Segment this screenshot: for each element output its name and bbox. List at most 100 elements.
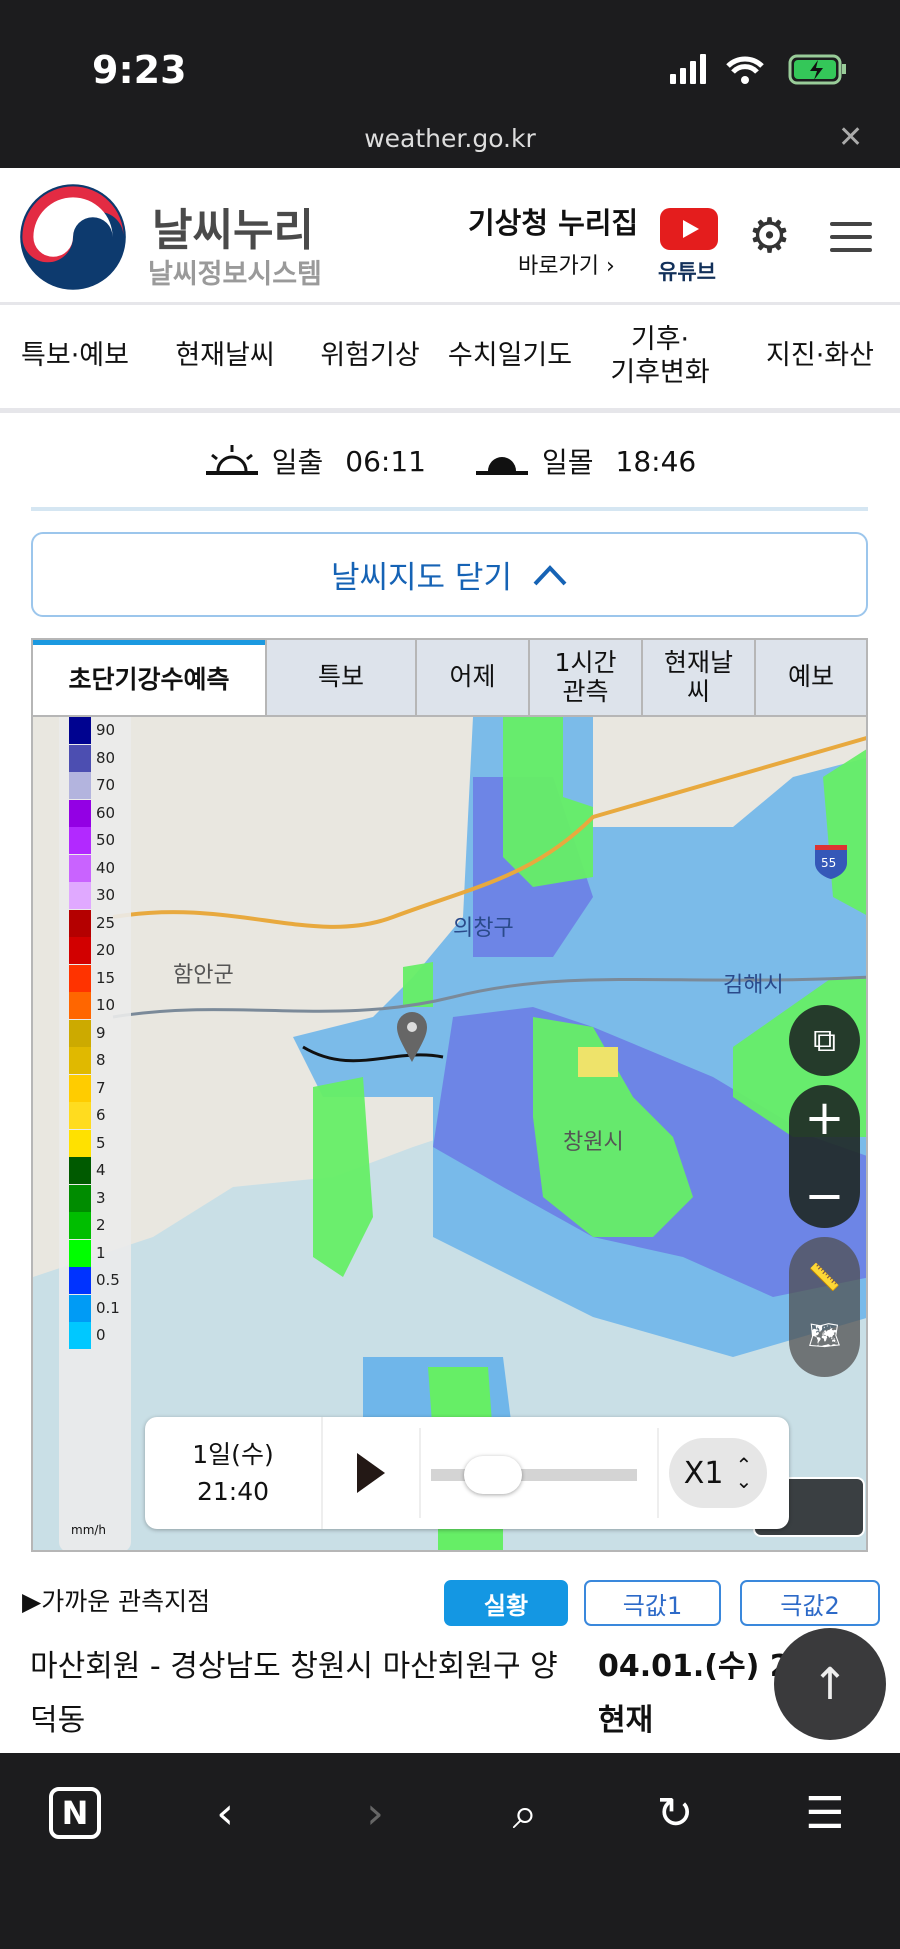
sunset-time: 18:46 [615, 444, 697, 478]
menu-icon[interactable]: ☰ [805, 1787, 845, 1839]
nav-climate[interactable]: 기후· 기후변화 [610, 324, 710, 388]
url-bar[interactable]: weather.go.kr [364, 124, 536, 153]
time-slider[interactable] [421, 1428, 659, 1518]
status-bar: 9:23 weather.go.kr ✕ [0, 0, 900, 168]
animation-player: 1일(수) 21:40 X1 ⌃ ⌄ [145, 1417, 789, 1529]
kma-home-link[interactable]: 바로가기 › [518, 254, 615, 279]
obs-time-suffix: 현재 [598, 1703, 654, 1738]
rain-intense-cell [578, 1047, 618, 1077]
label-gimhae: 김해시 [723, 973, 784, 998]
chevron-updown-icon: ⌃ ⌄ [735, 1453, 753, 1493]
close-icon[interactable]: ✕ [838, 120, 864, 155]
brand-title[interactable]: 날씨누리 [152, 205, 314, 256]
arrow-up-icon: ↑ [811, 1658, 849, 1710]
legend-swatch [69, 772, 91, 799]
extreme2-button[interactable]: 극값2 [740, 1580, 880, 1626]
nav-current-weather[interactable]: 현재날씨 [175, 340, 275, 372]
tab-yesterday[interactable]: 어제 [415, 640, 528, 715]
precip-legend: 90 80 70 60 50 40 30 25 20 15 10 9 8 7 6 5 4 3 2 1 0.5 0.1 0 mm… [59, 717, 131, 1550]
map-tools: 📏 🗺 [789, 1237, 860, 1377]
map-tabs: 초단기강수예측 특보 어제 1시간 관측 현재날 씨 예보 [31, 638, 868, 715]
zoom-out-button[interactable]: − [804, 1167, 845, 1224]
legend-swatch [69, 1239, 91, 1267]
location-marker-icon[interactable] [397, 1012, 427, 1062]
site-header: 날씨누리 날씨정보시스템 기상청 누리집 바로가기 › 유튜브 ⚙ [0, 168, 900, 305]
clock: 9:23 [92, 48, 187, 92]
tab-hourly-obs[interactable]: 1시간 관측 [528, 640, 641, 715]
nav-earthquake[interactable]: 지진·화산 [766, 340, 874, 372]
player-time: 21:40 [196, 1477, 270, 1506]
legend-label: 40 [96, 858, 116, 877]
chevron-up-icon [533, 564, 567, 585]
legend-swatch [69, 882, 91, 909]
legend-label: 0 [96, 1326, 106, 1344]
legend-label: 70 [96, 776, 116, 794]
legend-swatch [69, 992, 91, 1019]
status-icons [670, 54, 846, 85]
gear-icon[interactable]: ⚙ [748, 208, 792, 264]
back-icon[interactable]: ‹ [216, 1787, 234, 1839]
tab-forecast[interactable]: 예보 [754, 640, 866, 715]
legend-swatch [69, 1294, 91, 1322]
ruler-icon[interactable]: 📏 [808, 1263, 841, 1293]
boundary-line [112, 975, 866, 1019]
brand-subtitle: 날씨정보시스템 [148, 259, 322, 290]
reload-icon[interactable]: ↻ [656, 1787, 694, 1839]
player-timestamp: 1일(수) 21:40 [145, 1417, 323, 1529]
slider-thumb[interactable] [464, 1456, 522, 1495]
naver-icon[interactable]: N [35, 1783, 115, 1843]
label-haman: 함안군 [173, 963, 234, 988]
kma-logo[interactable] [18, 182, 128, 292]
search-icon[interactable]: ⌕ [512, 1787, 538, 1839]
player-date: 1일(수) [192, 1439, 274, 1469]
youtube-label[interactable]: 유튜브 [658, 260, 716, 284]
label-uichang: 의창구 [453, 916, 514, 941]
play-icon [357, 1453, 385, 1493]
legend-label: 30 [96, 886, 116, 904]
legend-swatch [69, 937, 91, 964]
legend-swatch [69, 1019, 91, 1047]
legend-swatch [69, 1184, 91, 1212]
legend-label: 0.5 [96, 1271, 120, 1289]
legend-label: 6 [96, 1106, 106, 1124]
slider-track[interactable] [431, 1469, 637, 1482]
nav-forecast[interactable]: 특보·예보 [21, 340, 129, 372]
zoom-in-button[interactable]: + [804, 1089, 845, 1146]
tab-current-weather[interactable]: 현재날 씨 [641, 640, 754, 715]
nav-numerical-chart[interactable]: 수치일기도 [447, 340, 573, 372]
legend-label: 20 [96, 941, 116, 959]
close-weather-map-label: 날씨지도 닫기 [331, 560, 512, 596]
highway-shield-icon: 55 [815, 845, 847, 879]
legend-label: 2 [96, 1216, 106, 1234]
legend-swatch [69, 1157, 91, 1184]
hamburger-menu-icon[interactable] [830, 222, 872, 261]
map-layers-icon[interactable]: 🗺 [807, 1321, 841, 1351]
legend-label: 3 [96, 1188, 106, 1207]
speed-select[interactable]: X1 ⌃ ⌄ [669, 1438, 767, 1508]
external-link-icon[interactable]: ⧉ [789, 1005, 860, 1076]
close-weather-map-button[interactable]: 날씨지도 닫기 [31, 532, 868, 617]
youtube-icon[interactable] [660, 208, 718, 250]
tab-nowcast-precip[interactable]: 초단기강수예측 [33, 640, 265, 715]
current-obs-button[interactable]: 실황 [444, 1580, 568, 1626]
play-button[interactable] [323, 1428, 421, 1518]
svg-text:55: 55 [821, 856, 836, 870]
tab-warnings[interactable]: 특보 [265, 640, 415, 715]
nav-hazard-weather[interactable]: 위험기상 [320, 340, 420, 372]
legend-unit: mm/h [71, 1523, 107, 1537]
legend-label: 80 [96, 748, 116, 767]
legend-swatch [69, 827, 91, 854]
legend-label: 9 [96, 1023, 106, 1042]
kma-home-label[interactable]: 기상청 누리집 [468, 206, 639, 240]
legend-label: 25 [96, 913, 116, 932]
rain-heavy-south [428, 1367, 503, 1550]
browser-toolbar: N ‹ › ⌕ ↻ ☰ [0, 1753, 900, 1949]
sunrise-label: 일출 [271, 446, 324, 479]
weather-map[interactable]: 의창구 함안군 김해시 창원시 55 90 80 70 60 50 40 30 25 20 15 1… [31, 715, 868, 1552]
legend-label: 60 [96, 803, 116, 822]
scroll-to-top-button[interactable]: ↑ [774, 1628, 886, 1740]
legend-swatch [69, 909, 91, 937]
forward-icon[interactable]: › [366, 1787, 384, 1839]
extreme1-button[interactable]: 극값1 [584, 1580, 721, 1626]
legend-label: 50 [96, 831, 116, 849]
